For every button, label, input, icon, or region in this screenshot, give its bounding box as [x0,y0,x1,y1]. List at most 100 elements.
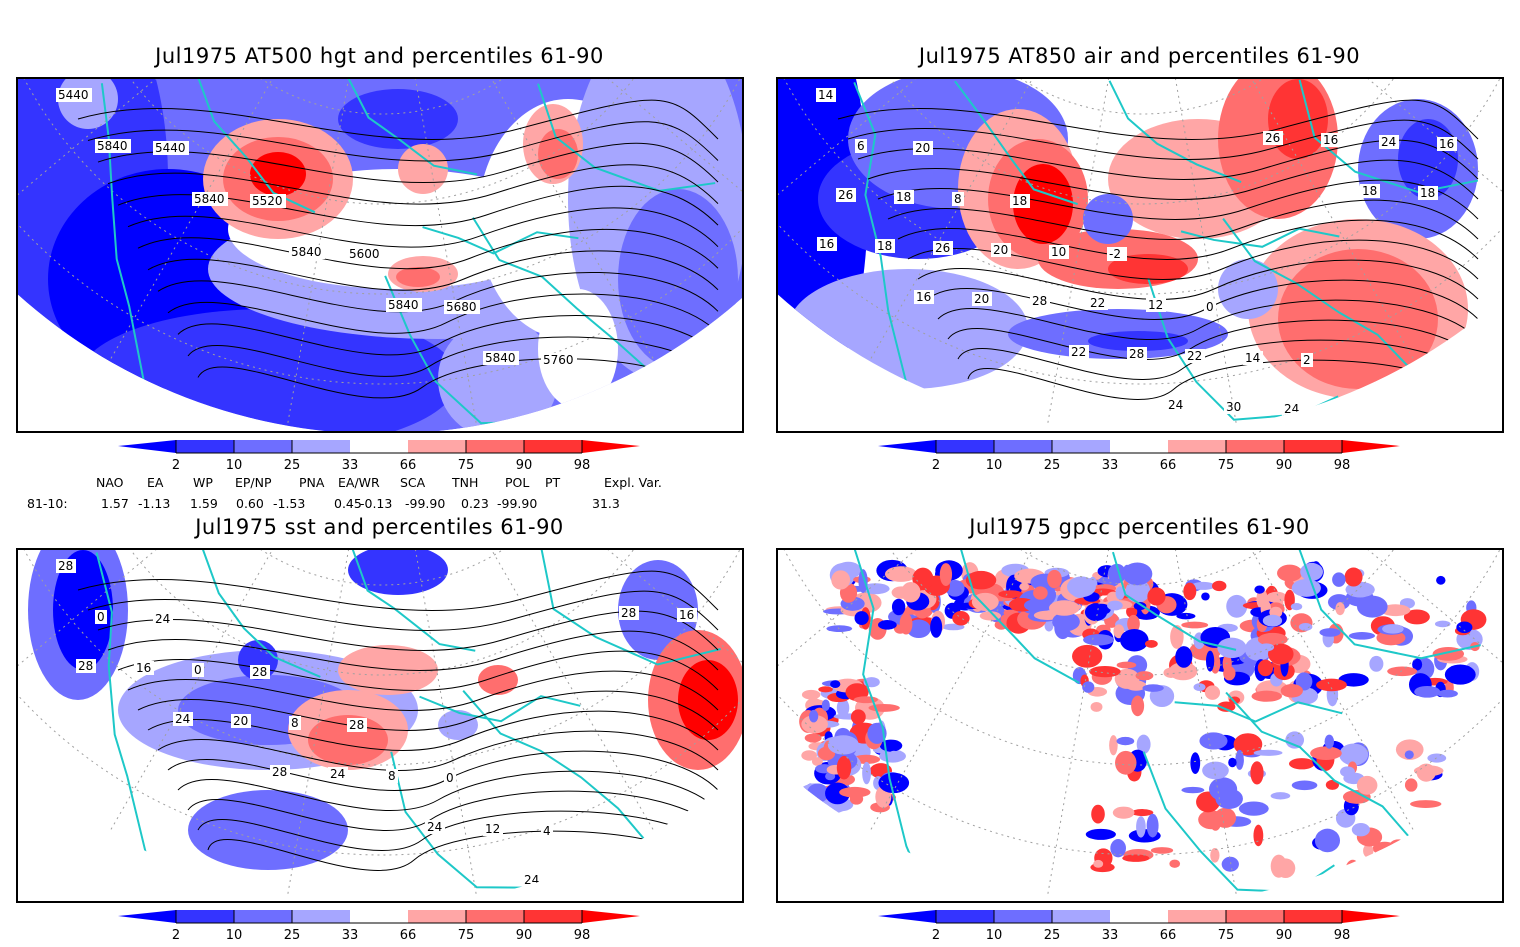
precip-cell [1270,854,1287,878]
precip-cell [1327,594,1351,611]
precip-cell [1125,579,1151,603]
precip-cell [1233,733,1263,756]
tele-header-wp: WP [193,475,213,490]
precip-cell [942,623,965,631]
anomaly-region [1218,259,1278,319]
precip-cell [836,698,850,718]
precip-cell [1310,746,1342,761]
anomaly-region [348,550,448,595]
precip-cell [1205,650,1215,672]
colorbar-tick-label: 33 [1102,928,1119,943]
contour-label-bg [95,610,107,624]
contour-line [177,770,719,811]
precip-cell [1356,595,1388,618]
precip-cell [830,680,841,688]
colorbar-segment [466,910,524,923]
contour-label: 0 [1206,300,1214,314]
precip-cell [1412,658,1423,671]
precip-cell [1404,750,1414,759]
precip-cell [1257,659,1274,677]
colorbar-tick-label: 66 [1160,928,1177,943]
map-panel-gpcc [776,548,1504,903]
precip-cell [1202,761,1229,780]
precip-cell [1427,753,1447,763]
contour-label: 5840 [194,192,225,206]
contour-label-bg [677,608,697,622]
contour-label-bg [231,714,251,728]
precip-cell [839,786,871,798]
colorbar-segment [1226,440,1284,453]
precip-cell [1340,766,1355,778]
map-gpcc [778,550,1502,901]
precip-cell [850,709,866,725]
precip-cell [1176,612,1196,620]
contour-line [847,119,1479,160]
map-sst: 28 24 28 28 0 4 4 0 0 8 8 12 16 16 16 20 24 24 24 28 28 24 28 [18,550,742,901]
precip-cell [1072,647,1100,664]
contour-label: 24 [1381,135,1396,149]
precip-cell [930,616,943,638]
colorbar-segment [936,440,994,453]
tele-header-pt: PT [545,475,561,490]
map-air850: 142018-202468101214161618202222242426262… [778,79,1502,431]
contour-label-bg [56,559,76,573]
precip-cell [1295,672,1313,691]
precip-cell [939,563,953,586]
contour-label-bg [1224,400,1244,414]
colorbar-tick-label: 25 [284,928,301,943]
precip-cell [1277,564,1303,582]
contour-label-bg [855,139,867,153]
precip-cell [899,612,913,635]
contour-label-bg [580,875,600,889]
precip-cell [1285,731,1305,749]
contour-label: 26 [838,188,853,202]
precip-cell [1033,586,1048,600]
contour-label: 24 [427,820,442,834]
precip-cell [1401,838,1424,861]
contour-label-bg [1418,186,1438,200]
colorbar-tick-label: 90 [1276,458,1293,473]
contour-label-bg [638,406,674,420]
contour-label-bg [991,243,1011,257]
precip-cell [1215,788,1243,809]
precip-cell [1116,736,1135,746]
precip-cell [1131,809,1154,817]
precip-cell [1344,567,1363,587]
precip-cell [801,750,818,761]
precip-cell [906,619,931,639]
contour-label-bg [386,298,422,312]
precip-cell [1291,579,1321,597]
contour-line [157,730,719,771]
coastline [954,80,1078,206]
tele-value-pol: 0.23 [461,496,489,511]
colorbar-tick-label: 98 [1334,458,1351,473]
contour-label-bg [425,820,445,834]
precip-cell [1131,695,1145,717]
contour-label-bg [1437,137,1457,151]
precip-cell [1083,634,1115,646]
contour-label: 22 [1071,345,1086,359]
contour-line [137,228,719,270]
precip-cell [1183,582,1197,601]
contour-label: 26 [1265,131,1280,145]
colorbar-arrow-high [582,910,640,923]
colorbar-segment [1226,910,1284,923]
contour-line [187,336,719,377]
precip-cell [1223,666,1236,681]
precip-cell [1125,680,1147,691]
precip-cell [945,579,965,597]
tele-value-ea: -1.13 [138,496,171,511]
contour-line [137,690,719,731]
precip-cell [1316,678,1347,692]
colorbar-segment [936,910,994,923]
precip-cell [1085,828,1116,840]
precip-cell [1047,569,1062,589]
contour-label-bg [638,877,650,891]
contour-label: 5440 [58,88,89,102]
contour-label-bg [134,661,154,675]
contour-label-bg [347,718,367,732]
contour-label-bg [580,404,616,418]
colorbar-segment [524,910,582,923]
contour-label-bg [894,190,914,204]
contour-label: 8 [291,716,299,730]
